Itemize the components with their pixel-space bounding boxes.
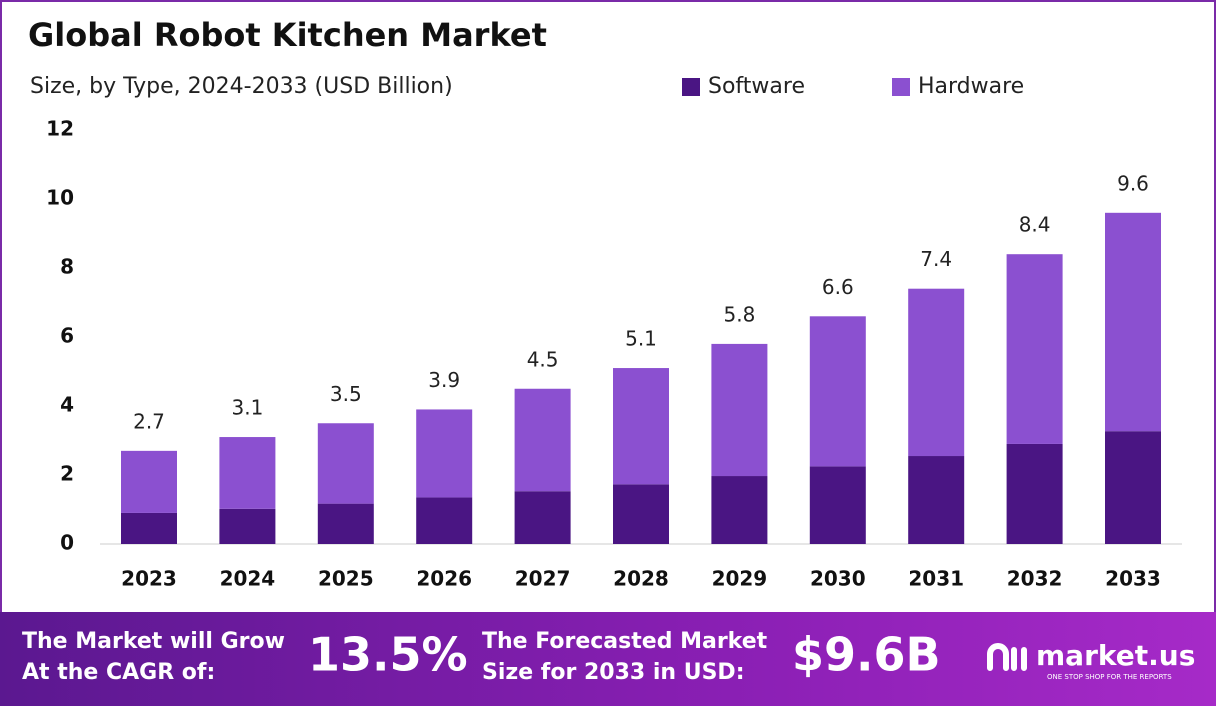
bar-segment: [514, 491, 571, 544]
banner-text: The Forecasted Market: [482, 629, 768, 654]
y-tick-label: 10: [46, 186, 74, 210]
bar-segment: [317, 503, 374, 544]
bar-segment: [121, 450, 177, 513]
x-tick-label: 2033: [1105, 567, 1161, 591]
bar-segment: [908, 456, 965, 544]
bar-segment: [711, 343, 768, 477]
x-tick-label: 2031: [908, 567, 964, 591]
x-tick-label: 2027: [515, 567, 571, 591]
bar-segment: [416, 497, 473, 544]
total-label: 5.1: [625, 327, 657, 351]
total-label: 9.6: [1117, 171, 1149, 195]
bar-segment: [121, 512, 177, 544]
x-tick-label: 2028: [613, 567, 669, 591]
bar-segment: [1006, 443, 1063, 544]
bar-segment: [219, 437, 276, 509]
y-tick-label: 4: [60, 393, 74, 417]
chart-title: Global Robot Kitchen Market: [28, 16, 547, 54]
x-tick-label: 2029: [712, 567, 768, 591]
chart-subtitle: Size, by Type, 2024-2033 (USD Billion): [30, 74, 453, 99]
bar-segment: [711, 476, 768, 544]
bar-segment: [416, 409, 473, 498]
total-label: 8.4: [1019, 213, 1051, 237]
forecast-value: $9.6B: [792, 628, 941, 682]
legend-label: Software: [708, 74, 805, 99]
bar-segment: [809, 466, 866, 544]
y-tick-label: 0: [60, 531, 74, 555]
banner: [0, 612, 1216, 706]
tagline: ONE STOP SHOP FOR THE REPORTS: [1047, 673, 1172, 681]
total-label: 3.1: [231, 396, 263, 420]
legend-swatch: [682, 78, 700, 96]
x-tick-label: 2032: [1007, 567, 1063, 591]
bar-segment: [908, 288, 965, 457]
banner-text: The Market will Grow: [22, 629, 285, 654]
total-label: 3.5: [330, 382, 362, 406]
bar-segment: [317, 423, 374, 504]
x-tick-label: 2023: [121, 567, 177, 591]
y-tick-label: 2: [60, 462, 74, 486]
bar-segment: [1006, 254, 1063, 444]
banner-text: At the CAGR of:: [22, 660, 215, 685]
brand-logo: [987, 643, 1027, 671]
legend-swatch: [892, 78, 910, 96]
brand: market.us: [1036, 639, 1195, 672]
bar-segment: [1105, 212, 1161, 432]
total-label: 5.8: [723, 302, 755, 326]
y-tick-label: 6: [60, 324, 74, 348]
bar-segment: [1105, 431, 1161, 544]
legend-label: Hardware: [918, 74, 1024, 99]
y-tick-label: 8: [60, 255, 74, 279]
cagr-value: 13.5%: [308, 628, 468, 682]
y-tick-label: 12: [46, 117, 74, 141]
bar-segment: [219, 508, 276, 544]
total-label: 6.6: [822, 275, 854, 299]
banner-text: Size for 2033 in USD:: [482, 660, 745, 685]
total-label: 3.9: [428, 368, 460, 392]
bar-segment: [613, 484, 669, 544]
x-tick-label: 2026: [416, 567, 472, 591]
total-label: 2.7: [133, 409, 165, 433]
total-label: 7.4: [920, 247, 952, 271]
total-label: 4.5: [527, 347, 559, 371]
x-tick-label: 2025: [318, 567, 374, 591]
bar-segment: [514, 388, 571, 492]
bar-segment: [809, 316, 866, 467]
x-tick-label: 2024: [220, 567, 276, 591]
bar-segment: [613, 368, 669, 485]
x-tick-label: 2030: [810, 567, 866, 591]
